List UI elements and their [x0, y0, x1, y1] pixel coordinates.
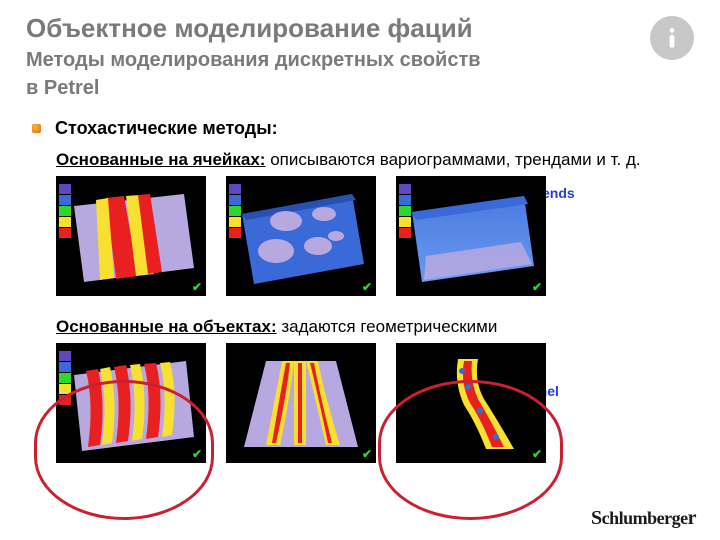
thumb-2-3: ✔	[396, 343, 546, 463]
check-icon: ✔	[192, 280, 202, 294]
check-icon: ✔	[362, 447, 372, 461]
check-icon: ✔	[192, 447, 202, 461]
slide-subtitle-2: в Petrel	[26, 76, 694, 100]
object-based-text: Основанные на объектах: задаются геометр…	[56, 316, 694, 337]
surface-icon	[66, 353, 196, 453]
surface-icon	[236, 353, 366, 453]
surface-icon	[236, 186, 366, 286]
thumb-1-2: ✔	[226, 176, 376, 296]
schlumberger-logo: Schlumberger	[591, 507, 696, 530]
thumb-2-1: ✔	[56, 343, 206, 463]
info-icon	[650, 16, 694, 60]
thumbs-row-2: ✔ ✔	[56, 343, 694, 463]
check-icon: ✔	[532, 447, 542, 461]
check-icon: ✔	[362, 280, 372, 294]
thumbs-row-1: ✔ ✔	[56, 176, 694, 296]
surface-icon	[406, 353, 536, 453]
surface-icon	[406, 186, 536, 286]
cell-based-text: Основанные на ячейках: описываются варио…	[56, 149, 694, 170]
bullet-icon	[32, 124, 41, 133]
stochastic-heading: Стохастические методы:	[55, 118, 278, 139]
check-icon: ✔	[532, 280, 542, 294]
thumb-2-2: ✔	[226, 343, 376, 463]
surface-icon	[66, 186, 196, 286]
thumb-1-1: ✔	[56, 176, 206, 296]
slide-subtitle-1: Методы моделирования дискретных свойств	[26, 48, 694, 72]
slide-title: Объектное моделирование фаций	[26, 14, 694, 44]
thumb-1-3: ✔	[396, 176, 546, 296]
